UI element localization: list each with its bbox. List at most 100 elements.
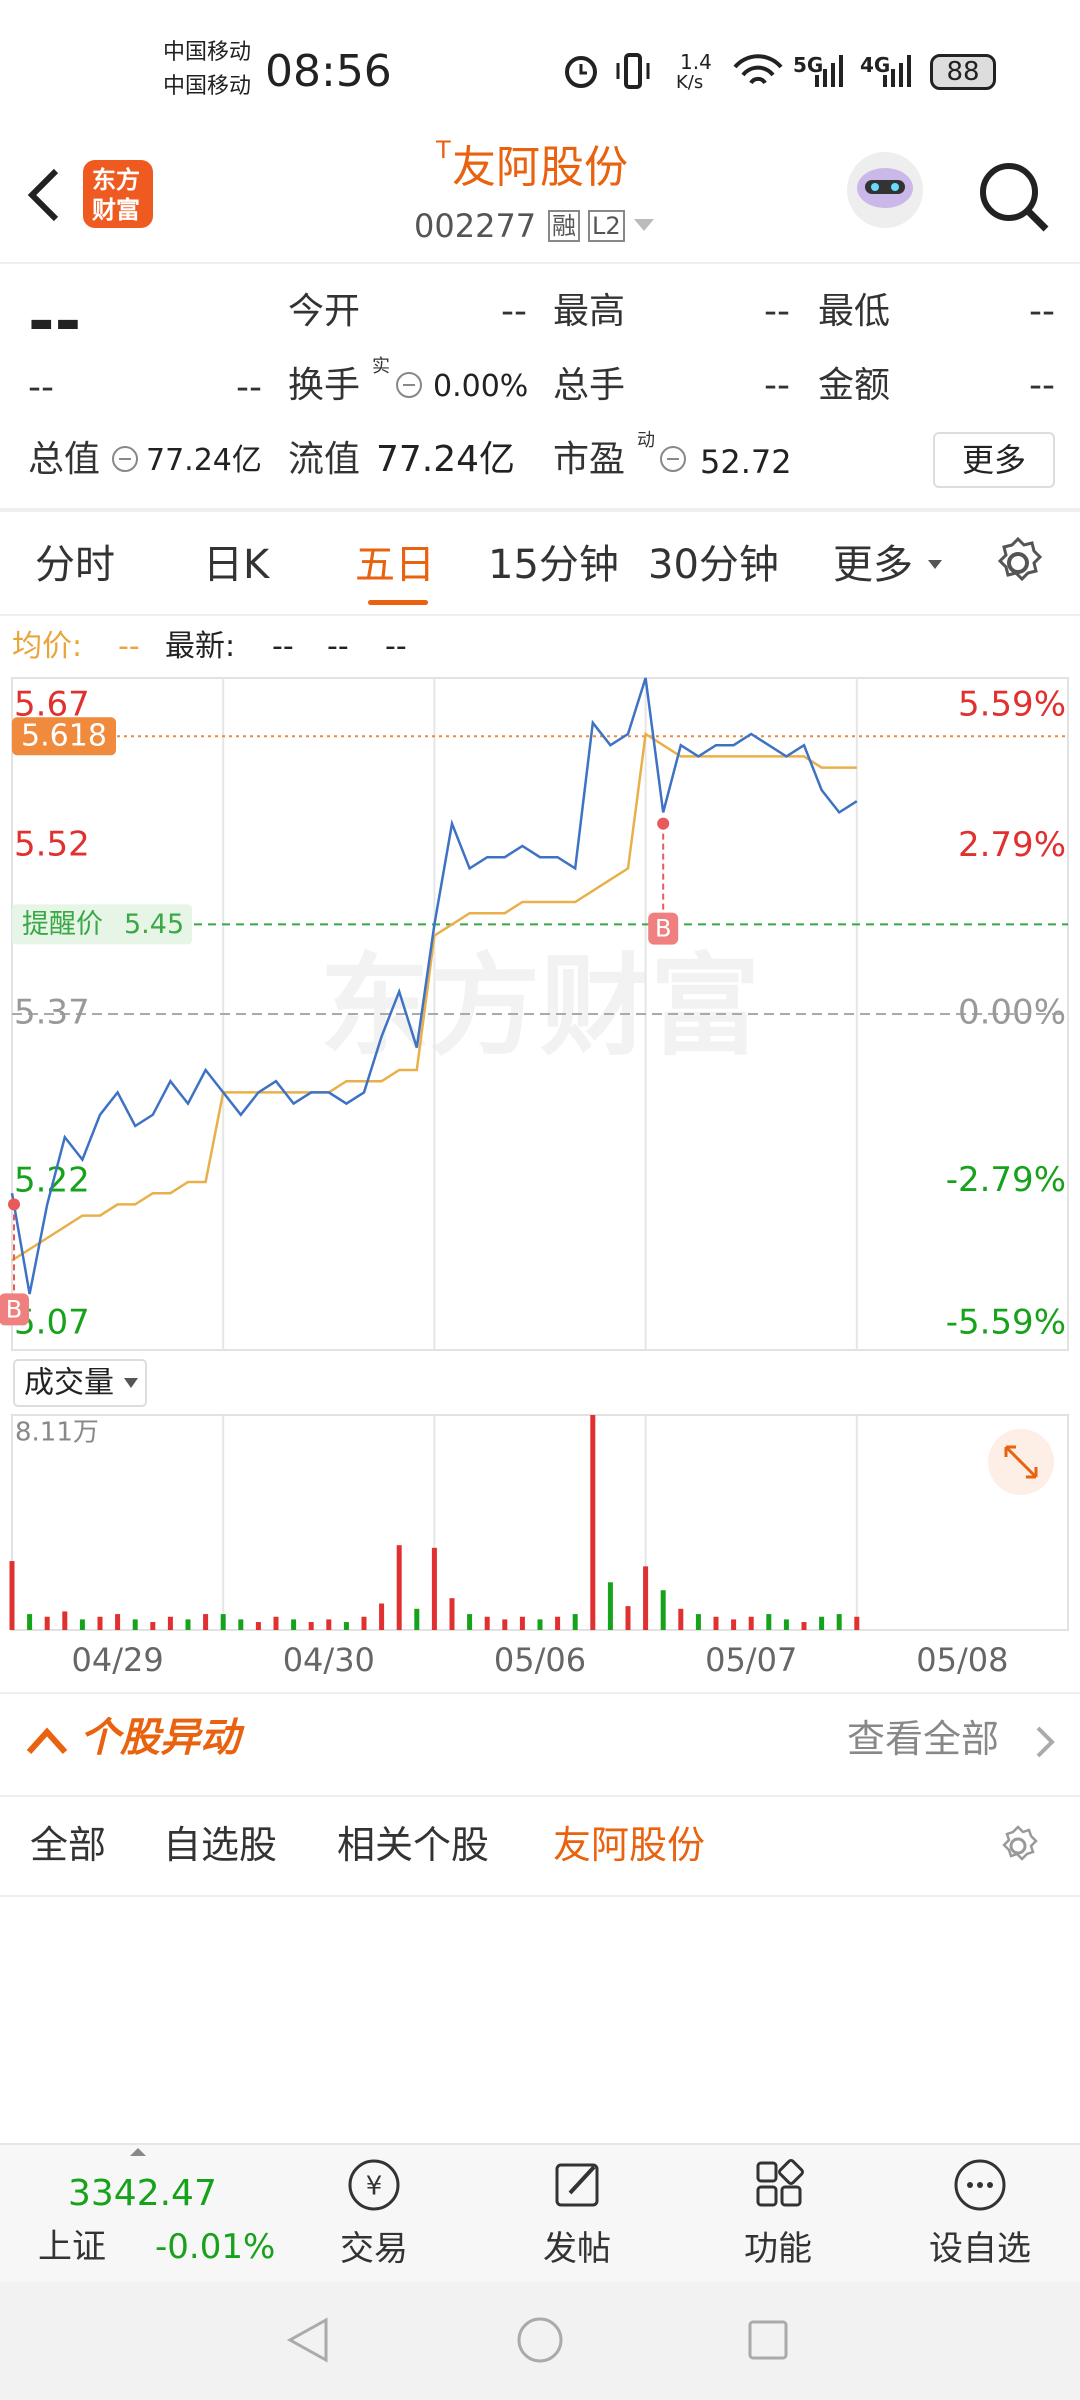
- volume-bar: [273, 1616, 279, 1630]
- volume-bar: [291, 1619, 297, 1630]
- volume-bar: [255, 1622, 261, 1630]
- more-button[interactable]: 更多: [933, 432, 1055, 488]
- volume-bar: [431, 1547, 437, 1630]
- index-value[interactable]: 3342.47: [68, 2173, 217, 2214]
- search-button[interactable]: [975, 158, 1055, 238]
- bottom-item[interactable]: 发帖: [543, 2229, 611, 2269]
- alert-tag: [12, 904, 192, 945]
- field-label: 市盈: [553, 439, 626, 480]
- field-value: --: [1029, 365, 1055, 406]
- carrier: 中国移动: [163, 74, 252, 99]
- caret: [130, 2148, 146, 2156]
- volume-bar: [97, 1616, 103, 1630]
- net-type: 4G: [860, 53, 891, 77]
- badge: T: [436, 136, 451, 164]
- volume-bar: [343, 1622, 349, 1630]
- legend-value: --: [118, 629, 140, 664]
- divider: [0, 614, 1080, 616]
- net-speed: 1.4: [680, 50, 712, 74]
- nav-buttons[interactable]: [0, 2282, 1080, 2400]
- tab[interactable]: 15分钟: [488, 542, 619, 588]
- x-tick-label: 05/08: [916, 1641, 1008, 1679]
- tag: L2: [588, 210, 625, 242]
- tab-underline: [368, 600, 428, 605]
- dropdown: [928, 560, 942, 569]
- volume-bar: [449, 1598, 455, 1630]
- field-sup: 实: [372, 356, 390, 377]
- y2-tick-label: 0.00%: [958, 993, 1066, 1033]
- stock-name: 友阿股份: [452, 142, 628, 193]
- field-label: 总值: [28, 439, 101, 480]
- volume-bar: [607, 1582, 613, 1630]
- price-line: [10, 677, 858, 1295]
- bottom-item[interactable]: 设自选: [929, 2229, 1031, 2269]
- section-tab[interactable]: 自选股: [163, 1823, 278, 1867]
- tab[interactable]: 分时: [35, 542, 115, 588]
- volume-bar: [502, 1619, 508, 1630]
- volume-bar: [62, 1611, 68, 1630]
- volume-bar: [414, 1608, 420, 1630]
- marker-label: B: [655, 915, 671, 943]
- info-icon[interactable]: [658, 444, 688, 474]
- chart: 东方财富 成交量 04/29 04/30 05/06 05/07 05/085.675.…: [0, 677, 1069, 1679]
- section-tab-active[interactable]: 友阿股份: [553, 1823, 706, 1867]
- field-value: --: [501, 291, 527, 332]
- price: --: [28, 285, 82, 359]
- volume-selector[interactable]: [13, 1359, 147, 1407]
- volume-bar: [678, 1608, 684, 1630]
- volume-bar: [519, 1616, 525, 1630]
- field-label: 最高: [553, 291, 626, 332]
- tab-more[interactable]: 更多: [833, 542, 913, 588]
- chevron: [1036, 1726, 1055, 1758]
- tab-active[interactable]: 五日: [355, 542, 435, 588]
- tab[interactable]: 日K: [203, 542, 270, 588]
- section-tab[interactable]: 相关个股: [337, 1823, 490, 1867]
- volume-bar: [695, 1614, 701, 1630]
- price-line: [11, 731, 857, 1262]
- dropdown[interactable]: [630, 215, 660, 235]
- volume-border: [11, 1414, 1069, 1631]
- volume-bar: [203, 1614, 209, 1630]
- status-icons: [565, 53, 650, 89]
- info-icon[interactable]: [394, 370, 424, 400]
- watermark: 东方财富: [320, 942, 760, 1070]
- volume-bar: [44, 1616, 50, 1630]
- volume-bar: [660, 1590, 666, 1630]
- info-icon[interactable]: [110, 444, 140, 474]
- volume-bar: [537, 1619, 543, 1630]
- tag: 融: [548, 210, 580, 242]
- volume-bar: [115, 1614, 121, 1630]
- section-tab[interactable]: 全部: [30, 1823, 107, 1867]
- divider: [0, 1895, 1080, 1897]
- alert-label: 提醒价: [22, 909, 103, 940]
- volume-bar: [748, 1616, 754, 1630]
- tab[interactable]: 30分钟: [648, 542, 779, 588]
- volume-bar: [79, 1619, 85, 1630]
- volume-bar: [220, 1614, 226, 1630]
- assistant-avatar[interactable]: [845, 150, 925, 235]
- volume-bar: [396, 1545, 402, 1630]
- field-sup: 动: [637, 430, 655, 451]
- volume-bar: [836, 1614, 842, 1630]
- collapse-icon[interactable]: [25, 1722, 69, 1758]
- view-all[interactable]: 查看全部: [847, 1717, 1000, 1761]
- bottom-item[interactable]: 功能: [744, 2229, 812, 2269]
- index-change[interactable]: -0.01%: [155, 2227, 276, 2267]
- last-price-tag: [12, 717, 116, 756]
- field-value: 77.24亿: [376, 439, 516, 480]
- bottom-item[interactable]: 交易: [340, 2229, 408, 2269]
- volume-bar: [783, 1619, 789, 1630]
- field-value: --: [764, 291, 790, 332]
- back-button[interactable]: [20, 165, 70, 225]
- field-label: 换手: [288, 365, 361, 406]
- logo-text: 财富: [92, 196, 140, 224]
- index-name[interactable]: 上证: [38, 2227, 106, 2267]
- last-price-label: 5.618: [21, 719, 107, 754]
- settings-button[interactable]: [995, 1823, 1041, 1869]
- volume-bar: [572, 1614, 578, 1630]
- volume-bar: [167, 1616, 173, 1630]
- marker-badge: [0, 1293, 29, 1326]
- field-label: 今开: [288, 291, 361, 332]
- settings-button[interactable]: [990, 535, 1046, 591]
- field-value: --: [764, 365, 790, 406]
